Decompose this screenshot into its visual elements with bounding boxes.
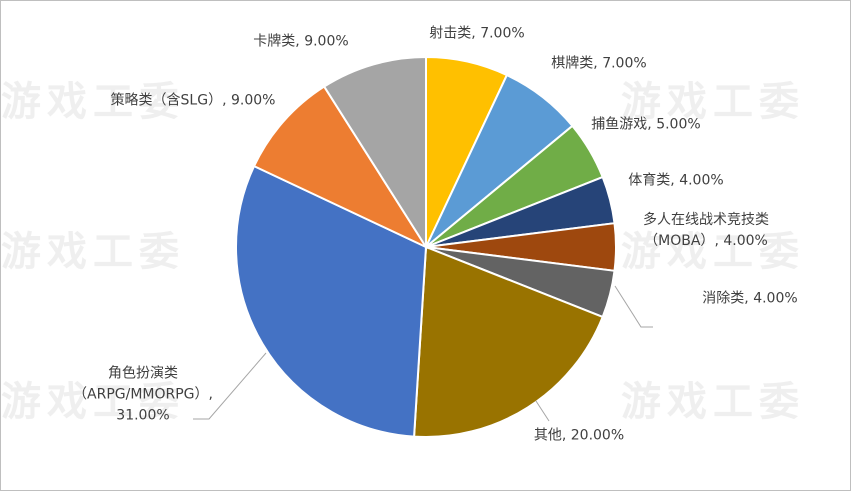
label-separator: , — [744, 290, 754, 307]
data-label: 消除类, 4.00% — [650, 289, 850, 310]
category-label: 体育类 — [628, 172, 671, 189]
pie-slice — [252, 85, 429, 250]
category-label: 多人在线战术竞技类（MOBA） — [643, 212, 769, 249]
value-label: 7.00% — [602, 55, 647, 72]
value-label: 20.00% — [570, 427, 625, 444]
category-label: 角色扮演类（ARPG/MMORPG） — [73, 365, 209, 403]
pie-slice — [322, 55, 427, 251]
label-separator: , — [222, 92, 231, 109]
leader-line — [193, 352, 267, 420]
data-label: 射击类, 7.00% — [377, 24, 577, 45]
label-separator: , — [647, 116, 657, 133]
watermark: 游戏工委 — [1, 79, 185, 125]
value-label: 9.00% — [304, 33, 349, 50]
category-label: 卡牌类 — [253, 33, 296, 50]
data-label: 角色扮演类（ARPG/MMORPG）, 31.00% — [61, 364, 226, 427]
value-label: 5.00% — [656, 116, 701, 133]
value-label: 4.00% — [723, 233, 768, 249]
label-separator: , — [295, 33, 305, 50]
value-label: 4.00% — [679, 172, 724, 189]
value-label: 31.00% — [116, 407, 170, 424]
pie-slice — [235, 164, 428, 438]
category-label: 消除类 — [702, 290, 745, 307]
label-separator: , — [471, 25, 481, 42]
category-label: 射击类 — [429, 25, 472, 42]
data-label: 捕鱼游戏, 5.00% — [546, 115, 746, 136]
data-label: 其他, 20.00% — [479, 426, 679, 447]
data-label: 棋牌类, 7.00% — [499, 54, 699, 75]
category-label: 捕鱼游戏 — [591, 116, 648, 133]
data-label: 体育类, 4.00% — [576, 171, 776, 192]
value-label: 9.00% — [230, 92, 276, 109]
watermark: 游戏工委 — [621, 379, 805, 425]
label-separator: , — [670, 172, 680, 189]
data-label: 多人在线战术竞技类（MOBA）, 4.00% — [621, 210, 791, 252]
label-separator: , — [593, 55, 603, 72]
label-separator: , — [208, 386, 213, 403]
value-label: 7.00% — [480, 25, 525, 42]
leader-line — [614, 285, 653, 328]
watermark: 游戏工委 — [1, 229, 185, 275]
label-separator: , — [561, 427, 571, 444]
category-label: 棋牌类 — [551, 55, 594, 72]
value-label: 4.00% — [753, 290, 798, 307]
watermark: 游戏工委 — [621, 79, 805, 125]
category-label: 其他 — [533, 427, 562, 444]
pie-slice — [413, 245, 604, 438]
label-separator: , — [714, 233, 724, 249]
watermark: 游戏工委 — [621, 229, 805, 275]
watermark: 游戏工委 — [1, 379, 185, 425]
data-label: 卡牌类, 9.00% — [201, 32, 401, 53]
data-label: 策略类（含SLG）, 9.00% — [108, 91, 278, 112]
leader-line — [535, 400, 550, 422]
category-label: 策略类（含SLG） — [110, 92, 223, 109]
